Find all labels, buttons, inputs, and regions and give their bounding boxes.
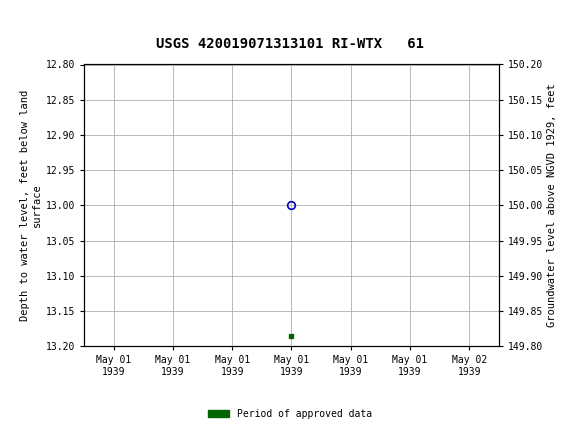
Text: USGS 420019071313101 RI-WTX   61: USGS 420019071313101 RI-WTX 61 (156, 37, 424, 51)
Y-axis label: Depth to water level, feet below land
surface: Depth to water level, feet below land su… (20, 90, 42, 321)
Y-axis label: Groundwater level above NGVD 1929, feet: Groundwater level above NGVD 1929, feet (548, 83, 557, 327)
Text: USGS: USGS (36, 11, 83, 26)
Legend: Period of approved data: Period of approved data (204, 405, 376, 423)
